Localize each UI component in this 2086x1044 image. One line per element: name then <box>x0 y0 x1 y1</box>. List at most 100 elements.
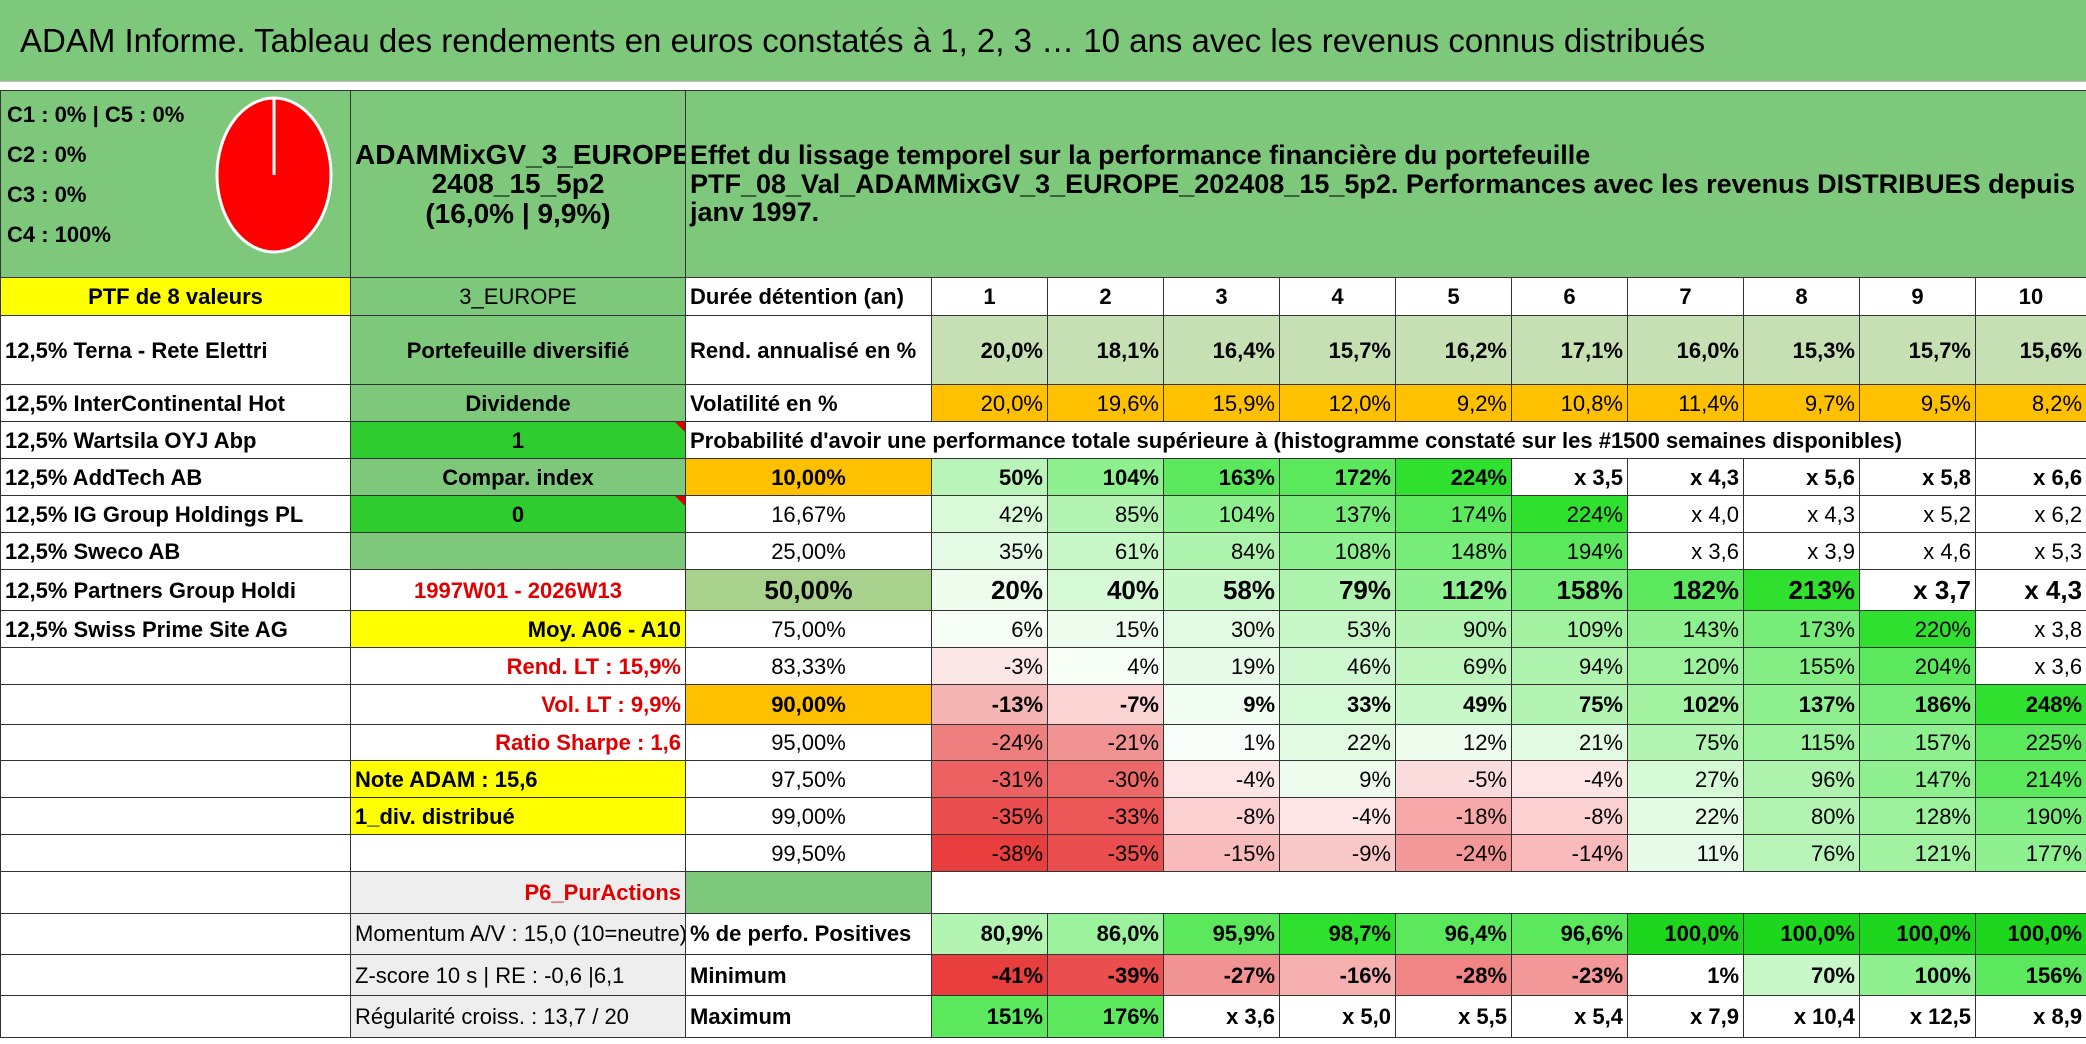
prob-value: -4% <box>1279 797 1396 836</box>
prob-value: 30% <box>1163 610 1280 649</box>
prob-value: 158% <box>1511 569 1628 612</box>
portfolio-stats: (16,0% | 9,9%) <box>425 197 611 229</box>
min-year-8: 70% <box>1743 954 1860 997</box>
empty-left <box>0 871 351 914</box>
min-year-1: -41% <box>931 954 1048 997</box>
holding-6: 12,5% Sweco AB <box>0 532 351 571</box>
prob-value: x 4,3 <box>1743 495 1860 534</box>
rend-lt-label: Rend. LT : 15,9% <box>350 647 686 686</box>
pos-year-1: 80,9% <box>931 912 1048 956</box>
empty-left <box>0 912 351 956</box>
prob-value: -33% <box>1047 797 1164 836</box>
description-line-1: Effet du lissage temporel sur la perform… <box>690 140 1591 171</box>
prob-value: 182% <box>1627 569 1744 612</box>
prob-threshold-3: 25,00% <box>685 532 932 571</box>
pos-year-7: 100,0% <box>1627 912 1744 956</box>
vol-year-8: 9,7% <box>1743 384 1860 423</box>
prob-value: x 4,6 <box>1859 532 1976 571</box>
prob-threshold-6: 83,33% <box>685 647 932 686</box>
prob-value: x 5,8 <box>1859 458 1976 497</box>
prob-value: 128% <box>1859 797 1976 836</box>
pos-label: % de perfo. Positives <box>685 912 932 956</box>
max-year-4: x 5,0 <box>1279 995 1396 1038</box>
prob-value: 76% <box>1743 834 1860 873</box>
min-label: Minimum <box>685 954 932 997</box>
vol-year-3: 15,9% <box>1163 384 1280 423</box>
prob-value: 49% <box>1395 684 1512 725</box>
pos-year-2: 86,0% <box>1047 912 1164 956</box>
prob-threshold-1: 10,00% <box>685 458 932 497</box>
prob-value: 11% <box>1627 834 1744 873</box>
allocation-pie-chart <box>215 96 333 254</box>
prob-value: 6% <box>931 610 1048 649</box>
rend-year-3: 16,4% <box>1163 314 1280 386</box>
empty-left <box>0 760 351 799</box>
prob-value: 109% <box>1511 610 1628 649</box>
empty-mid <box>350 834 686 873</box>
prob-value: x 3,6 <box>1627 532 1744 571</box>
table-row: P6_PurActions <box>0 871 2086 914</box>
prob-value: 186% <box>1859 684 1976 725</box>
table-row: Note ADAM : 15,6 97,50% -31% -30% -4% 9% -5% -4… <box>0 760 2086 799</box>
prob-value: 96% <box>1743 760 1860 799</box>
prob-value: 120% <box>1627 647 1744 686</box>
prob-value: x 3,8 <box>1974 610 2086 649</box>
pos-year-5: 96,4% <box>1395 912 1512 956</box>
prob-value: 224% <box>1395 458 1512 497</box>
year-header-5: 5 <box>1395 276 1512 316</box>
compar-index-value: 0 <box>350 495 686 534</box>
returns-table: C1 : 0% | C5 : 0% C2 : 0% C3 : 0% C4 : 1… <box>0 90 2086 1038</box>
max-year-9: x 12,5 <box>1859 995 1976 1038</box>
empty-span <box>932 872 2086 913</box>
prob-value: 22% <box>1279 723 1396 762</box>
prob-threshold-2: 16,67% <box>685 495 932 534</box>
prob-value: -30% <box>1047 760 1164 799</box>
prob-value: -18% <box>1395 797 1512 836</box>
prob-value: 75% <box>1511 684 1628 725</box>
prob-value: -14% <box>1511 834 1628 873</box>
prob-value: 75% <box>1627 723 1744 762</box>
prob-threshold-5: 75,00% <box>685 610 932 649</box>
prob-value: 9% <box>1279 760 1396 799</box>
empty-left <box>0 797 351 836</box>
vol-label: Volatilité en % <box>685 384 932 423</box>
min-year-3: -27% <box>1163 954 1280 997</box>
rend-year-6: 17,1% <box>1511 314 1628 386</box>
vol-year-2: 19,6% <box>1047 384 1164 423</box>
prob-threshold-11: 99,50% <box>685 834 932 873</box>
prob-value: 104% <box>1047 458 1164 497</box>
prob-value: 58% <box>1163 569 1280 612</box>
vol-year-1: 20,0% <box>931 384 1048 423</box>
prob-value: 204% <box>1859 647 1976 686</box>
max-year-3: x 3,6 <box>1163 995 1280 1038</box>
table-row: 12,5% Partners Group Holdi 1997W01 - 2026… <box>0 569 2086 612</box>
table-row: Vol. LT : 9,9% 90,00% -13% -7% 9% 33% 49% 75% 10… <box>0 684 2086 725</box>
prob-value: 69% <box>1395 647 1512 686</box>
prob-value: 137% <box>1743 684 1860 725</box>
year-header-2: 2 <box>1047 276 1164 316</box>
portfolio-name-2: 2408_15_5p2 <box>431 168 605 200</box>
table-row: 1_div. distribué 99,00% -35% -33% -8% -4% -18%… <box>0 797 2086 836</box>
prob-value: x 4,3 <box>1627 458 1744 497</box>
empty-mid <box>350 532 686 571</box>
prob-value: x 3,6 <box>1974 647 2086 686</box>
dividend-label: Dividende <box>350 384 686 423</box>
compar-index-label: Compar. index <box>350 458 686 497</box>
allocation-cell: C1 : 0% | C5 : 0% C2 : 0% C3 : 0% C4 : 1… <box>0 90 351 278</box>
dividend-value: 1 <box>350 421 686 460</box>
table-row: 12,5% AddTech AB Compar. index 10,00% 50% 10… <box>0 458 2086 497</box>
allocation-line-4: C4 : 100% <box>7 222 111 247</box>
table-row: 12,5% Wartsila OYJ Abp 1 Probabilité d'avo… <box>0 421 2086 460</box>
vol-year-6: 10,8% <box>1511 384 1628 423</box>
prob-value: 22% <box>1627 797 1744 836</box>
table-row: Rend. LT : 15,9% 83,33% -3% 4% 19% 46% 69% 94% 1… <box>0 647 2086 686</box>
vol-year-4: 12,0% <box>1279 384 1396 423</box>
ptf-header: PTF de 8 valeurs <box>0 276 351 316</box>
rend-label: Rend. annualisé en % <box>685 314 932 386</box>
year-header-8: 8 <box>1743 276 1860 316</box>
prob-value: -9% <box>1279 834 1396 873</box>
table-row: 12,5% IG Group Holdings PL 0 16,67% 42% 85% 1… <box>0 495 2086 534</box>
vol-year-7: 11,4% <box>1627 384 1744 423</box>
prob-value: x 5,6 <box>1743 458 1860 497</box>
prob-value: x 3,7 <box>1859 569 1976 612</box>
